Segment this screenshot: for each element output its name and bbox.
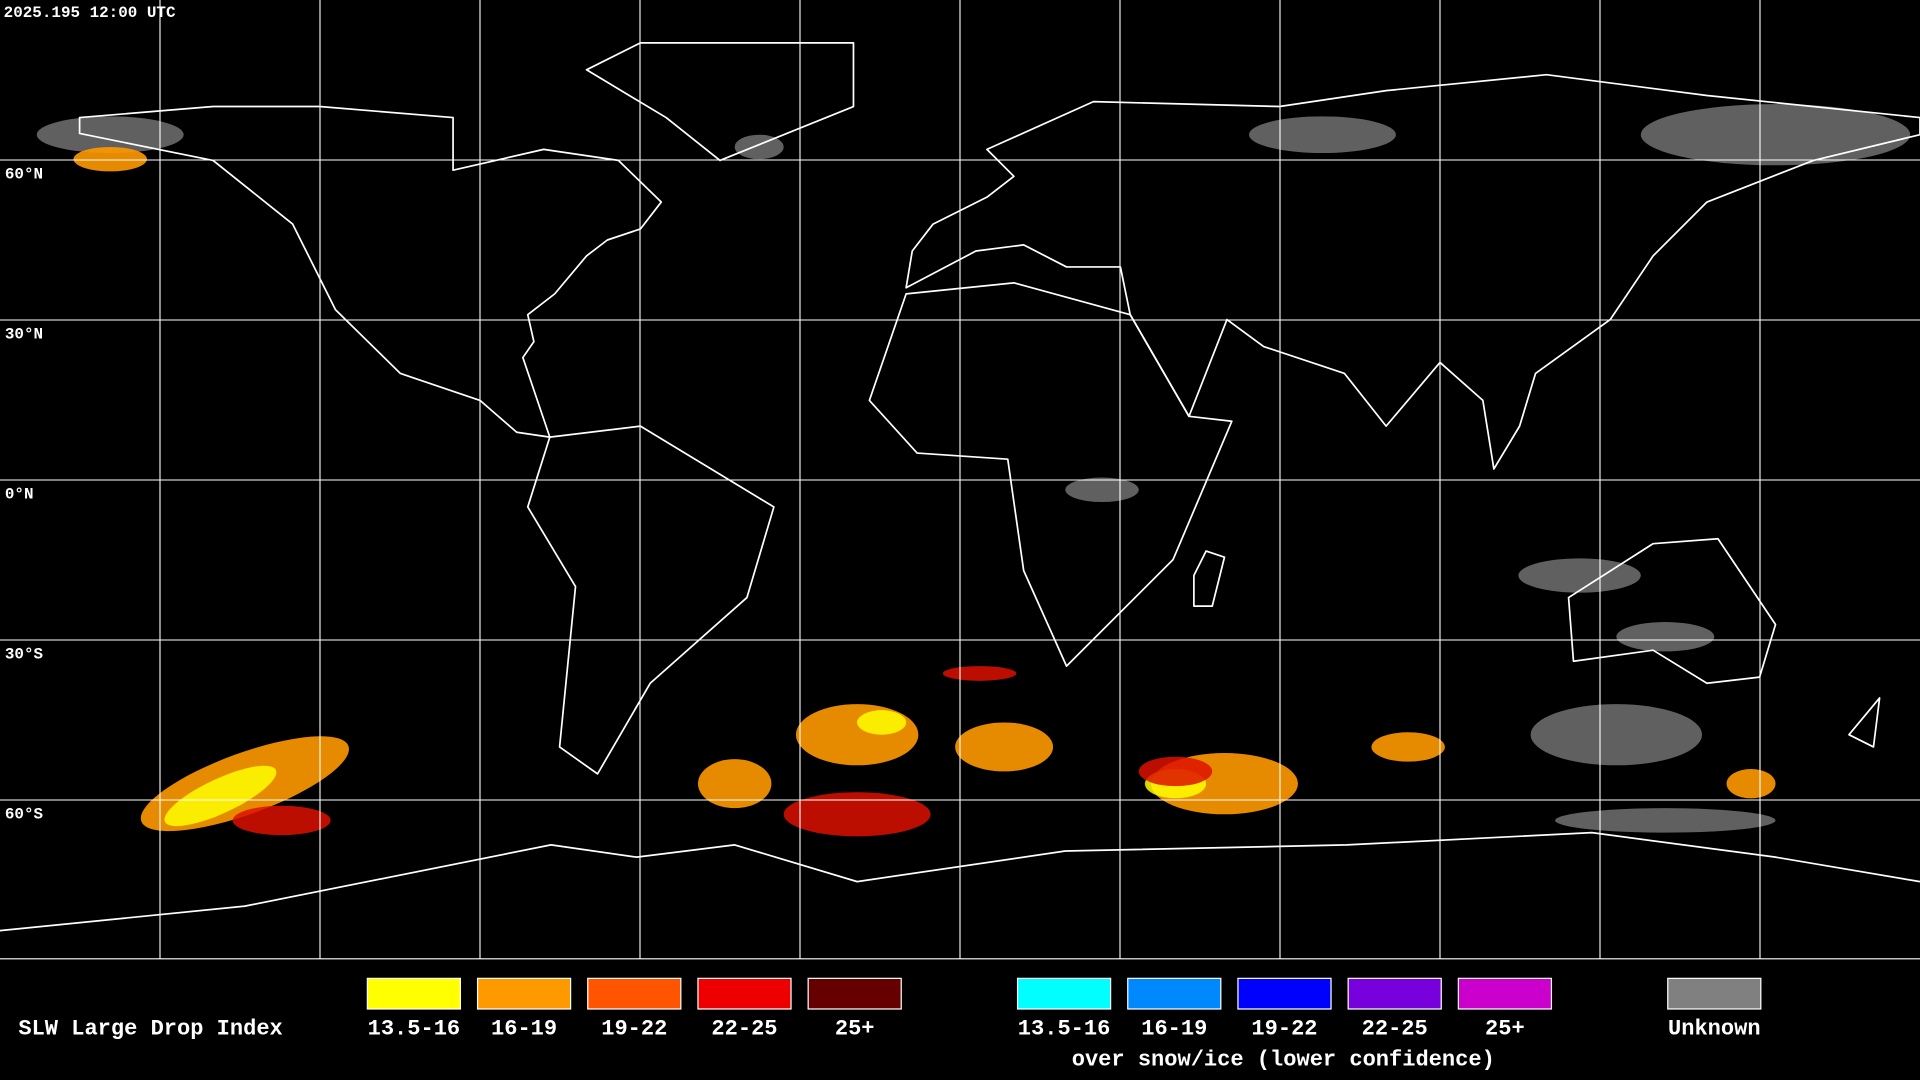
latitude-label: 30°S <box>5 645 44 663</box>
legend-label: 19-22 <box>601 1017 667 1042</box>
legend-label: 22-25 <box>1362 1017 1428 1042</box>
legend-label: 13.5-16 <box>1018 1017 1111 1042</box>
legend-label: Unknown <box>1668 1017 1761 1042</box>
cloud-field <box>36 104 1911 837</box>
latitude-label: 30°N <box>5 325 43 343</box>
legend-swatch <box>697 977 792 1010</box>
legend-swatch <box>1667 977 1762 1010</box>
legend-label: 25+ <box>835 1017 875 1042</box>
legend-swatch <box>1237 977 1332 1010</box>
legend-background <box>0 958 1920 1080</box>
latitude-labels: 60°N 30°N 0°N 30°S 60°S <box>5 165 44 823</box>
latitude-label: 60°N <box>5 165 43 183</box>
legend-label: 16-19 <box>1141 1017 1207 1042</box>
timestamp: 2025.195 12:00 UTC <box>4 4 176 22</box>
legend-swatch <box>587 977 682 1010</box>
legend-swatch <box>1347 977 1442 1010</box>
legend-swatch <box>1457 977 1553 1010</box>
latitude-label: 60°S <box>5 805 44 823</box>
legend-swatch <box>807 977 902 1010</box>
legend-swatch <box>1127 977 1222 1010</box>
legend-label: 16-19 <box>491 1017 557 1042</box>
legend-label: 13.5-16 <box>368 1017 461 1042</box>
legend-label: 22-25 <box>711 1017 777 1042</box>
graticule <box>0 0 1920 959</box>
legend-swatch <box>476 977 572 1010</box>
legend: 13.5-16 16-19 19-22 22-25 25+ 13.5-16 16-19 19-… <box>366 977 1762 1042</box>
legend-label: 25+ <box>1485 1017 1525 1042</box>
snow-ice-caption: over snow/ice (lower confidence) <box>1072 1047 1495 1072</box>
legend-label: 19-22 <box>1251 1017 1317 1042</box>
legend-swatch <box>366 977 462 1010</box>
legend-title: SLW Large Drop Index <box>18 1017 282 1042</box>
legend-swatch <box>1016 977 1112 1010</box>
latitude-label: 0°N <box>5 485 34 503</box>
